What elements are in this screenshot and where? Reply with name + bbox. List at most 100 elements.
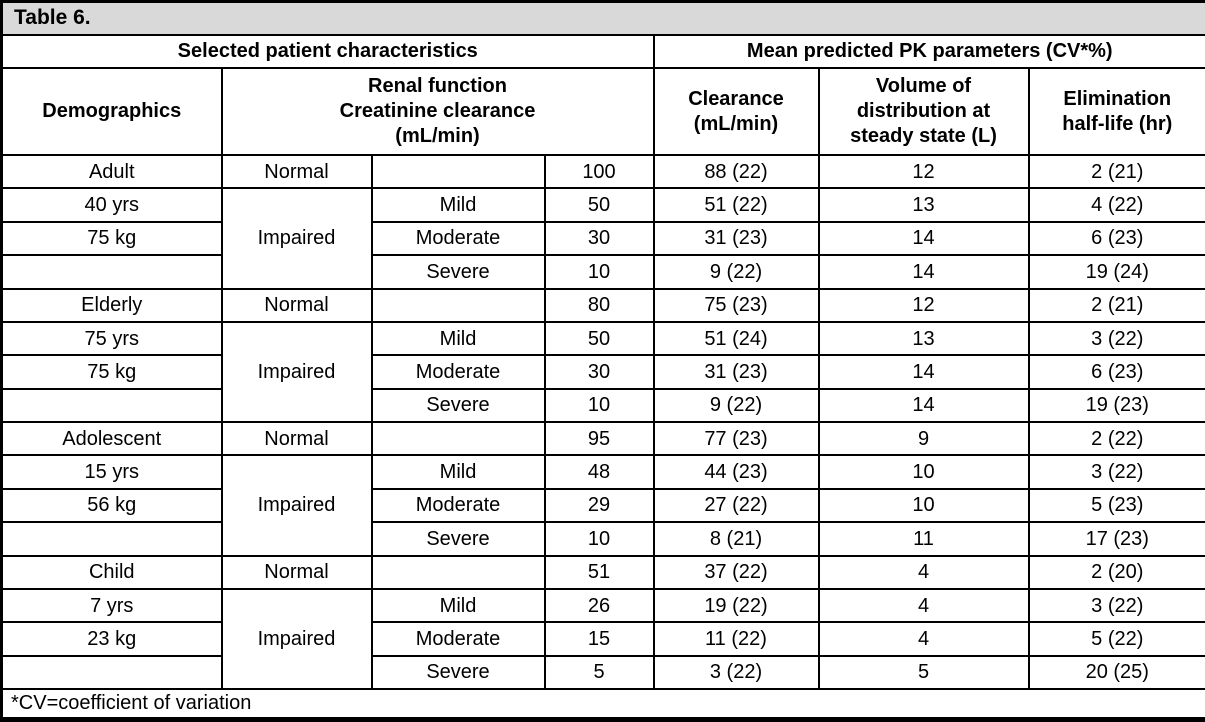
demographics-cell: Adolescent [0, 420, 223, 457]
creatinine-clearance-cell: 30 [543, 220, 655, 257]
renal-status-cell: Impaired [220, 454, 373, 557]
half-life-cell: 6 (23) [1027, 220, 1205, 257]
clearance-cell: 11 (22) [652, 621, 820, 657]
table-title-row: Table 6. [0, 0, 1205, 36]
clearance-cell: 31 (23) [652, 220, 820, 257]
demographics-cell: 7 yrs [0, 587, 223, 624]
volume-of-distribution-cell: 10 [817, 454, 1030, 490]
severity-cell [370, 287, 546, 323]
group-header-row: Selected patient characteristics Mean pr… [0, 34, 1205, 69]
severity-cell: Moderate [370, 220, 546, 257]
clearance-cell: 27 (22) [652, 487, 820, 524]
creatinine-clearance-cell: 29 [543, 487, 655, 524]
header-renal-function: Renal function Creatinine clearance (mL/… [220, 67, 655, 156]
table-row: 23 kg Moderate 15 11 (22) 4 5 (22) [0, 621, 1205, 657]
footnote-row: *CV=coefficient of variation [0, 688, 1205, 721]
half-life-cell: 19 (24) [1027, 254, 1205, 290]
table-row: 75 yrs Impaired Mild 50 51 (24) 13 3 (22) [0, 320, 1205, 424]
half-life-cell: 6 (23) [1027, 354, 1205, 390]
creatinine-clearance-cell: 26 [543, 587, 655, 624]
demographics-cell: Adult [0, 153, 223, 190]
half-life-cell: 17 (23) [1027, 521, 1205, 557]
volume-of-distribution-cell: 14 [817, 254, 1030, 290]
demographics-cell [0, 521, 223, 557]
severity-cell: Mild [370, 587, 546, 624]
volume-of-distribution-cell: 14 [817, 220, 1030, 257]
demographics-cell [0, 254, 223, 290]
half-life-cell: 2 (21) [1027, 153, 1205, 190]
severity-cell: Severe [370, 254, 546, 290]
renal-status-cell: Normal [220, 153, 373, 190]
demographics-cell [0, 387, 223, 424]
severity-cell: Severe [370, 387, 546, 424]
renal-status-cell: Impaired [220, 187, 373, 290]
renal-status-cell: Impaired [220, 587, 373, 691]
demographics-cell: 15 yrs [0, 454, 223, 490]
severity-cell: Mild [370, 187, 546, 223]
creatinine-clearance-cell: 5 [543, 654, 655, 691]
half-life-cell: 20 (25) [1027, 654, 1205, 691]
renal-status-cell: Impaired [220, 320, 373, 424]
demographics-cell: Elderly [0, 287, 223, 323]
creatinine-clearance-cell: 10 [543, 254, 655, 290]
demographics-cell [0, 654, 223, 691]
renal-status-cell: Normal [220, 287, 373, 323]
half-life-cell: 5 (22) [1027, 621, 1205, 657]
clearance-cell: 8 (21) [652, 521, 820, 557]
clearance-cell: 31 (23) [652, 354, 820, 390]
severity-cell: Moderate [370, 354, 546, 390]
demographics-cell: 40 yrs [0, 187, 223, 223]
clearance-cell: 19 (22) [652, 587, 820, 624]
table-row: Severe 10 8 (21) 11 17 (23) [0, 521, 1205, 557]
header-elimination-half-life: Elimination half-life (hr) [1027, 67, 1205, 156]
clearance-cell: 75 (23) [652, 287, 820, 323]
half-life-cell: 3 (22) [1027, 454, 1205, 490]
clearance-cell: 37 (22) [652, 554, 820, 590]
creatinine-clearance-cell: 50 [543, 187, 655, 223]
table-row: 75 kg Moderate 30 31 (23) 14 6 (23) [0, 354, 1205, 390]
table-row: 75 kg Moderate 30 31 (23) 14 6 (23) [0, 220, 1205, 257]
table-title: Table 6. [0, 0, 1205, 36]
creatinine-clearance-cell: 95 [543, 420, 655, 457]
creatinine-clearance-cell: 48 [543, 454, 655, 490]
table-row: Adult Normal 100 88 (22) 12 2 (21) [0, 153, 1205, 190]
header-clearance: Clearance (mL/min) [652, 67, 820, 156]
table-row: Child Normal 51 37 (22) 4 2 (20) [0, 554, 1205, 590]
header-selected-patient-characteristics: Selected patient characteristics [0, 34, 655, 69]
severity-cell: Mild [370, 320, 546, 357]
column-header-row: Demographics Renal function Creatinine c… [0, 67, 1205, 156]
clearance-cell: 3 (22) [652, 654, 820, 691]
creatinine-clearance-cell: 30 [543, 354, 655, 390]
half-life-cell: 4 (22) [1027, 187, 1205, 223]
severity-cell: Severe [370, 654, 546, 691]
header-demographics: Demographics [0, 67, 223, 156]
table-row: 40 yrs Impaired Mild 50 51 (22) 13 4 (22) [0, 187, 1205, 290]
demographics-cell: 75 yrs [0, 320, 223, 357]
volume-of-distribution-cell: 14 [817, 354, 1030, 390]
severity-cell [370, 554, 546, 590]
demographics-cell: Child [0, 554, 223, 590]
volume-of-distribution-cell: 11 [817, 521, 1030, 557]
table-row: Adolescent Normal 95 77 (23) 9 2 (22) [0, 420, 1205, 457]
creatinine-clearance-cell: 15 [543, 621, 655, 657]
creatinine-clearance-cell: 100 [543, 153, 655, 190]
renal-status-cell: Normal [220, 554, 373, 590]
table-body: Adult Normal 100 88 (22) 12 2 (21) 40 yrs Impai… [0, 153, 1205, 691]
clearance-cell: 44 (23) [652, 454, 820, 490]
half-life-cell: 2 (22) [1027, 420, 1205, 457]
half-life-cell: 2 (20) [1027, 554, 1205, 590]
creatinine-clearance-cell: 10 [543, 521, 655, 557]
half-life-cell: 2 (21) [1027, 287, 1205, 323]
table-row: 15 yrs Impaired Mild 48 44 (23) 10 3 (22) [0, 454, 1205, 557]
header-mean-predicted-pk-parameters: Mean predicted PK parameters (CV*%) [652, 34, 1205, 69]
half-life-cell: 3 (22) [1027, 587, 1205, 624]
demographics-cell: 23 kg [0, 621, 223, 657]
volume-of-distribution-cell: 14 [817, 387, 1030, 424]
table-row: Severe 10 9 (22) 14 19 (23) [0, 387, 1205, 424]
half-life-cell: 19 (23) [1027, 387, 1205, 424]
severity-cell: Moderate [370, 487, 546, 524]
table-row: 7 yrs Impaired Mild 26 19 (22) 4 3 (22) [0, 587, 1205, 691]
volume-of-distribution-cell: 13 [817, 187, 1030, 223]
